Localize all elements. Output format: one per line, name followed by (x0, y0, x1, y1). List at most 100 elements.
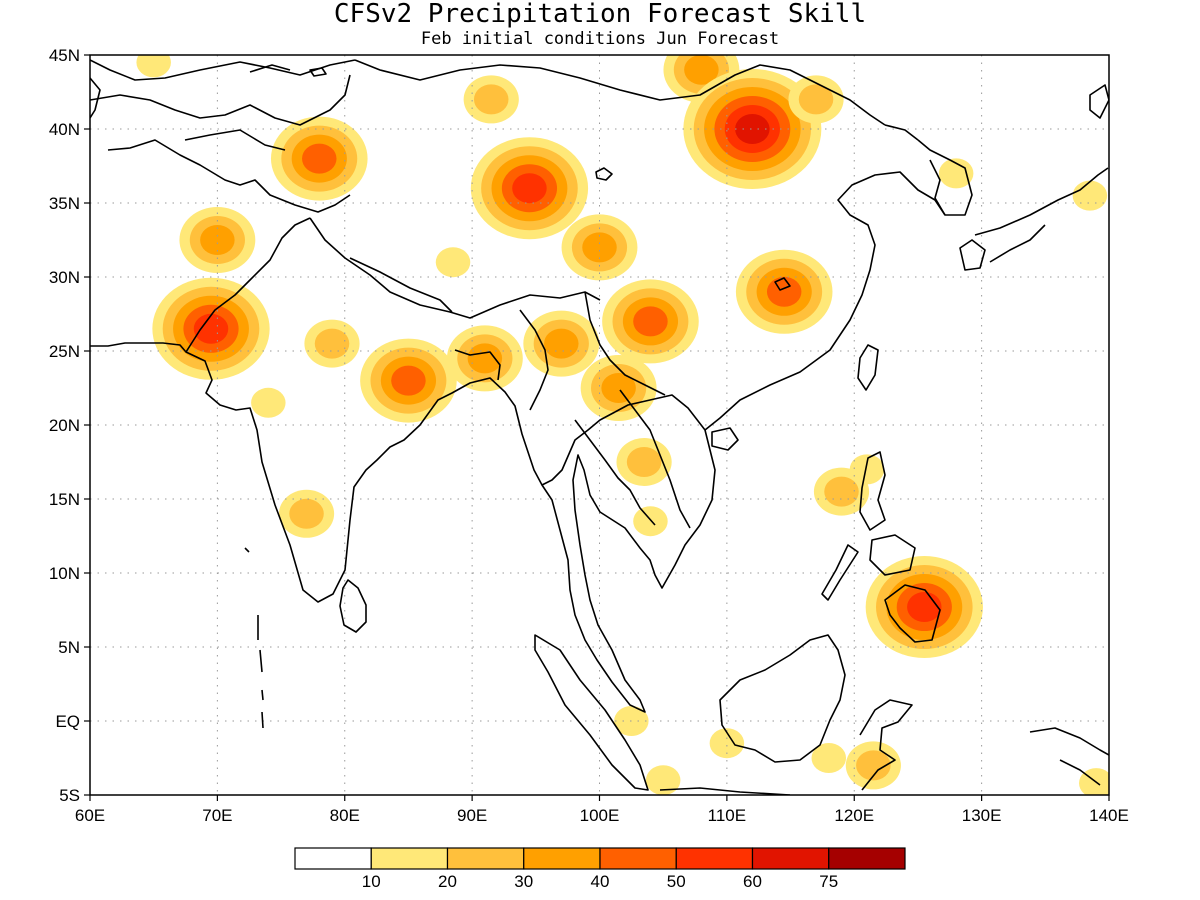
island-hainan (711, 427, 739, 451)
coastline-caspian (90, 77, 101, 119)
x-tick-label: 120E (834, 806, 874, 825)
island-honshu (974, 167, 1109, 263)
colorbar-swatch (751, 847, 830, 870)
skill-contour-fill (735, 114, 770, 144)
skill-contour-fill (709, 728, 745, 759)
x-tick-label: 70E (202, 806, 232, 825)
y-tick-label: 5N (58, 638, 80, 657)
border-bangladesh (454, 349, 501, 381)
map-panel: 60E 70E 80E 90E 100E 110E 120E 130E 140E 45N 40N 3… (49, 46, 1129, 825)
colorbar-swatch (294, 847, 372, 870)
skill-contour-fill (1072, 180, 1108, 211)
skill-region (1072, 180, 1108, 211)
skill-contour-fill (626, 447, 662, 477)
colorbar-swatch (446, 847, 525, 870)
border-china-korea (884, 124, 919, 141)
border-kazakhstan (90, 59, 356, 81)
skill-contour-fill (200, 225, 235, 255)
skill-contour-fill (633, 306, 668, 337)
border-china-mongolia (354, 59, 886, 126)
y-tick-label: 35N (49, 194, 80, 213)
lake-balkhash (249, 64, 291, 73)
skill-contour-fill (582, 232, 617, 263)
y-tick-label: 10N (49, 564, 80, 583)
y-tick-label: 30N (49, 268, 80, 287)
skill-contour-fill (251, 387, 286, 418)
colorbar-label: 10 (362, 872, 381, 891)
island-visayas (869, 534, 916, 576)
skill-region (633, 506, 668, 537)
island-palawan (821, 544, 859, 601)
skill-contour-fill (289, 498, 324, 529)
island-hokkaido (1089, 84, 1109, 119)
island-luzon (859, 451, 886, 531)
skill-contour-fill (601, 373, 636, 403)
skill-contour-fill (314, 328, 350, 359)
skill-contour-fill (391, 365, 426, 396)
x-tick-label: 60E (75, 806, 105, 825)
colorbar-label: 20 (438, 872, 457, 891)
island-sri-lanka (339, 579, 367, 633)
border-afghanistan-pakistan (107, 139, 351, 213)
skill-contour-fill (544, 328, 579, 359)
skill-contour-fill (824, 476, 859, 507)
skill-region (136, 55, 171, 78)
island-borneo (719, 634, 846, 763)
skill-contour-fill (856, 750, 891, 781)
y-tick-label: EQ (55, 712, 80, 731)
colorbar-label: 40 (591, 872, 610, 891)
colorbar-swatch (675, 847, 754, 870)
skill-region (463, 75, 519, 124)
border-myanmar-china (584, 291, 666, 396)
skill-region (580, 355, 657, 421)
skill-region (735, 249, 833, 334)
skill-region (645, 765, 681, 795)
skill-region (523, 310, 600, 377)
coastline-south-asia (90, 342, 616, 603)
skill-region (683, 69, 822, 189)
skill-region (849, 454, 885, 485)
border-laos-vietnam (619, 389, 691, 529)
skill-region (251, 387, 286, 418)
x-tick-label: 80E (330, 806, 360, 825)
skill-contour-fill (798, 84, 834, 115)
skill-contour-fill (136, 55, 171, 78)
island-kyushu (959, 239, 986, 271)
border-thailand (574, 419, 656, 526)
colorbar-swatch (370, 847, 449, 870)
colorbar-label: 50 (667, 872, 686, 891)
skill-contour-fill (512, 173, 547, 204)
colorbar-label: 30 (514, 872, 533, 891)
coastlines-borders (90, 59, 1109, 795)
x-tick-label: 100E (580, 806, 620, 825)
skill-region (446, 325, 523, 392)
y-tick-label: 25N (49, 342, 80, 361)
skill-contour-fill (633, 506, 668, 537)
lake-qinghai (595, 167, 613, 181)
islands-andaman (257, 615, 264, 729)
skill-contour-fill (811, 743, 847, 773)
x-tick-label: 110E (708, 806, 746, 825)
skill-region (845, 741, 901, 790)
skill-contour-fill (766, 276, 802, 307)
y-tick-label: 40N (49, 120, 80, 139)
skill-region (602, 279, 699, 364)
colorbar-legend: 10 20 30 40 50 60 75 (294, 847, 906, 891)
border-india-myanmar (519, 309, 549, 411)
map-subtitle: Feb initial conditions Jun Forecast (421, 29, 779, 49)
colorbar-swatch (523, 847, 601, 870)
skill-region (865, 556, 983, 659)
colorbar-swatch (828, 847, 906, 870)
y-tick-label: 5S (59, 786, 80, 805)
skill-region (152, 277, 270, 380)
border-central-asia (90, 74, 351, 126)
skill-region (435, 247, 471, 278)
skill-region (360, 338, 457, 423)
skill-contour-fill (473, 84, 509, 115)
skill-region (788, 75, 844, 124)
border-tajik-kyrgyz (184, 129, 286, 151)
island-taiwan (857, 344, 879, 391)
skill-contour-fill (435, 247, 471, 278)
island-java (659, 787, 791, 795)
